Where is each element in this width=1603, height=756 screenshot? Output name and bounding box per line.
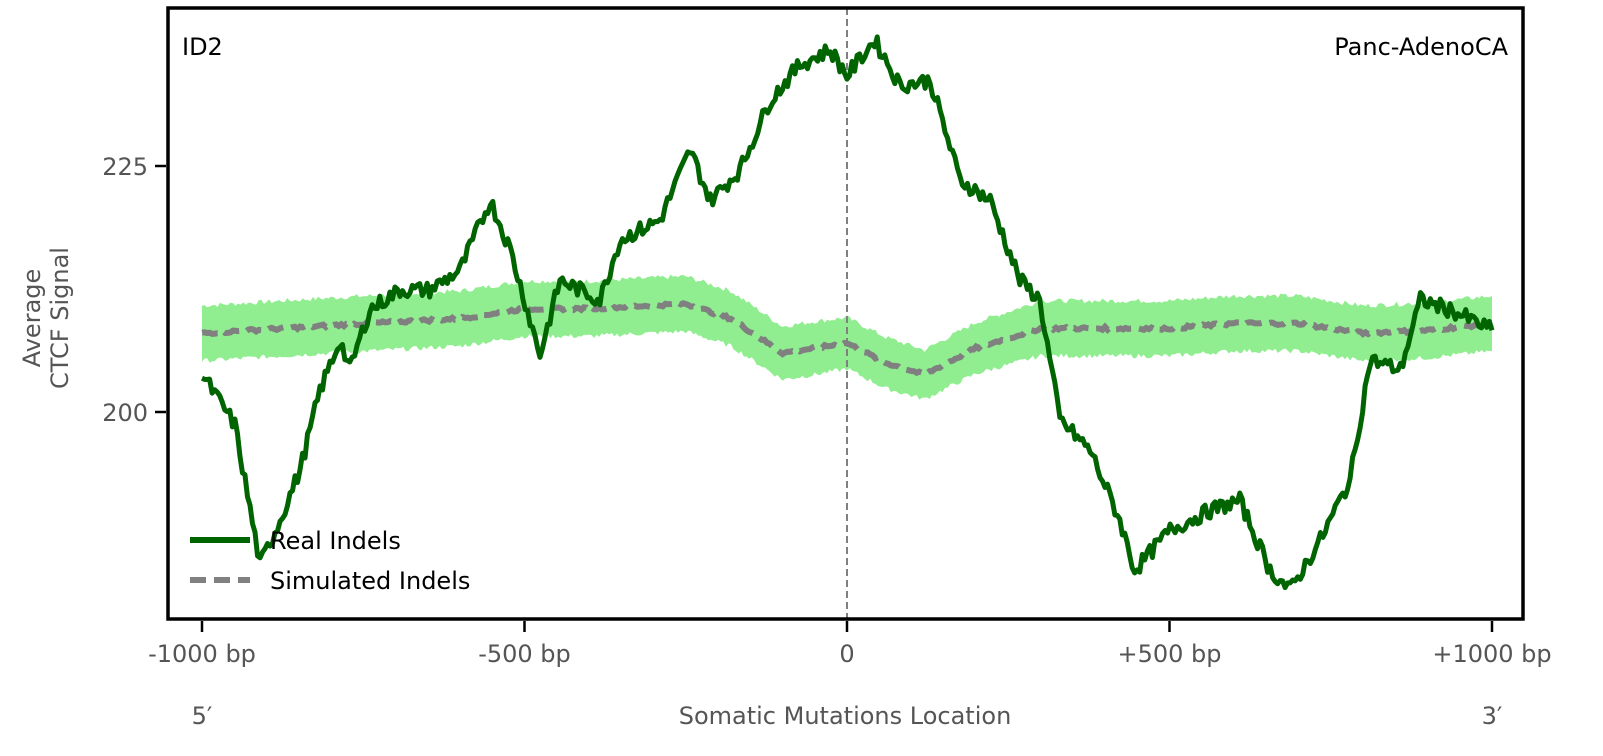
y-tick-label: 200 xyxy=(102,399,148,427)
x-tick-label: +500 bp xyxy=(1117,640,1221,668)
y-axis-label-line2: CTCF Signal xyxy=(46,247,74,389)
y-axis-label-line1: Average xyxy=(18,269,46,368)
legend: Real Indels Simulated Indels xyxy=(190,527,470,595)
legend-label-real: Real Indels xyxy=(270,527,401,555)
simulated-indels-line xyxy=(201,299,1494,379)
x-tick-label: +1000 bp xyxy=(1432,640,1551,668)
annotation-left: ID2 xyxy=(182,33,223,61)
x-tick-label: -500 bp xyxy=(478,640,571,668)
annotation-right: Panc-AdenoCA xyxy=(1334,33,1508,61)
y-tick-label: 225 xyxy=(102,153,148,181)
five-prime-label: 5′ xyxy=(192,702,213,730)
x-axis-label: Somatic Mutations Location xyxy=(679,702,1012,730)
x-tick-label: -1000 bp xyxy=(148,640,256,668)
x-tick-label: 0 xyxy=(839,640,854,668)
plot-frame xyxy=(166,6,1525,621)
three-prime-label: 3′ xyxy=(1482,702,1503,730)
legend-label-simulated: Simulated Indels xyxy=(270,567,470,595)
real-indels-line xyxy=(200,34,1495,591)
